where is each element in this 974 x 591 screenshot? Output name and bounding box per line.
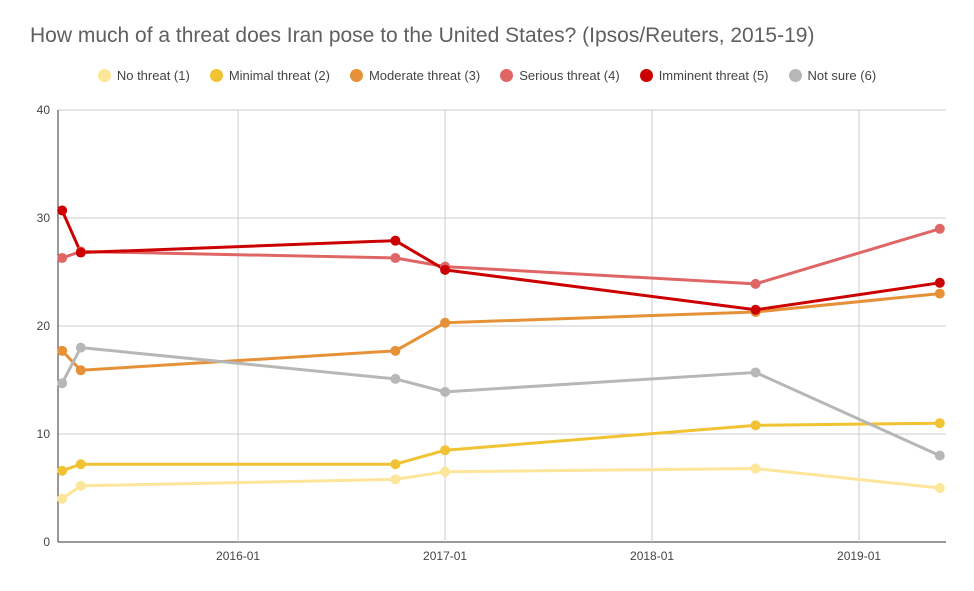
series-line-no-threat <box>60 467 942 501</box>
y-tick-label: 10 <box>37 427 51 441</box>
data-point-no-threat <box>440 466 451 477</box>
y-tick-label: 30 <box>37 211 51 225</box>
data-point-imminent-threat <box>440 264 451 275</box>
legend-item: Serious threat (4) <box>500 68 620 83</box>
data-point-imminent-threat <box>57 205 68 216</box>
data-point-no-threat <box>57 493 68 504</box>
legend: No threat (1) Minimal threat (2) Moderate … <box>0 68 974 83</box>
legend-label: Moderate threat (3) <box>368 68 481 83</box>
y-tick-label: 40 <box>37 103 51 117</box>
x-tick-label: 2019-01 <box>837 549 881 563</box>
data-point-minimal-threat <box>440 445 451 456</box>
data-point-serious-threat <box>934 223 945 234</box>
x-tick-label: 2016-01 <box>216 549 260 563</box>
data-point-serious-threat <box>57 252 68 263</box>
legend-label: No threat (1) <box>116 68 190 83</box>
x-tick-label: 2017-01 <box>423 549 467 563</box>
data-point-not-sure <box>75 342 86 353</box>
data-point-imminent-threat <box>390 235 401 246</box>
series-line-not-sure <box>60 346 942 458</box>
data-point-no-threat <box>75 480 86 491</box>
data-point-imminent-threat <box>934 277 945 288</box>
data-point-imminent-threat <box>75 247 86 258</box>
data-point-not-sure <box>934 450 945 461</box>
data-point-moderate-threat <box>75 365 86 376</box>
legend-marker <box>97 69 111 82</box>
legend-marker <box>639 69 653 82</box>
data-point-minimal-threat <box>750 420 761 431</box>
y-tick-label: 0 <box>43 535 50 549</box>
data-point-minimal-threat <box>934 418 945 429</box>
legend-marker <box>788 69 802 82</box>
data-point-not-sure <box>440 386 451 397</box>
legend-marker <box>209 69 223 82</box>
data-point-moderate-threat <box>934 288 945 299</box>
data-point-moderate-threat <box>440 317 451 328</box>
series-line-imminent-threat <box>60 208 942 312</box>
data-point-moderate-threat <box>390 345 401 356</box>
legend-marker <box>500 69 514 82</box>
x-tick-label: 2018-01 <box>630 549 674 563</box>
legend-label: Serious threat (4) <box>519 68 620 83</box>
data-point-minimal-threat <box>57 465 68 476</box>
data-point-no-threat <box>934 483 945 493</box>
legend-item: No threat (1) <box>97 68 190 83</box>
legend-label: Imminent threat (5) <box>658 68 769 83</box>
data-point-moderate-threat <box>57 345 68 356</box>
legend-marker <box>349 69 363 82</box>
data-point-serious-threat <box>750 278 761 289</box>
legend-item: Imminent threat (5) <box>639 68 769 83</box>
data-point-imminent-threat <box>750 304 761 315</box>
data-point-minimal-threat <box>390 459 401 470</box>
data-point-not-sure <box>57 378 68 389</box>
data-point-serious-threat <box>390 252 401 263</box>
legend-label: Not sure (6) <box>807 68 877 83</box>
chart-title: How much of a threat does Iran pose to t… <box>30 24 815 47</box>
series-line-minimal-threat <box>60 421 942 473</box>
legend-label: Minimal threat (2) <box>228 68 330 83</box>
data-point-not-sure <box>750 367 761 378</box>
data-point-not-sure <box>390 373 401 384</box>
data-point-no-threat <box>750 463 761 474</box>
legend-item: Moderate threat (3) <box>349 68 481 83</box>
data-point-no-threat <box>390 474 401 485</box>
legend-item: Minimal threat (2) <box>209 68 330 83</box>
legend-item: Not sure (6) <box>788 68 877 83</box>
data-point-minimal-threat <box>75 459 86 470</box>
y-tick-label: 20 <box>37 319 51 333</box>
